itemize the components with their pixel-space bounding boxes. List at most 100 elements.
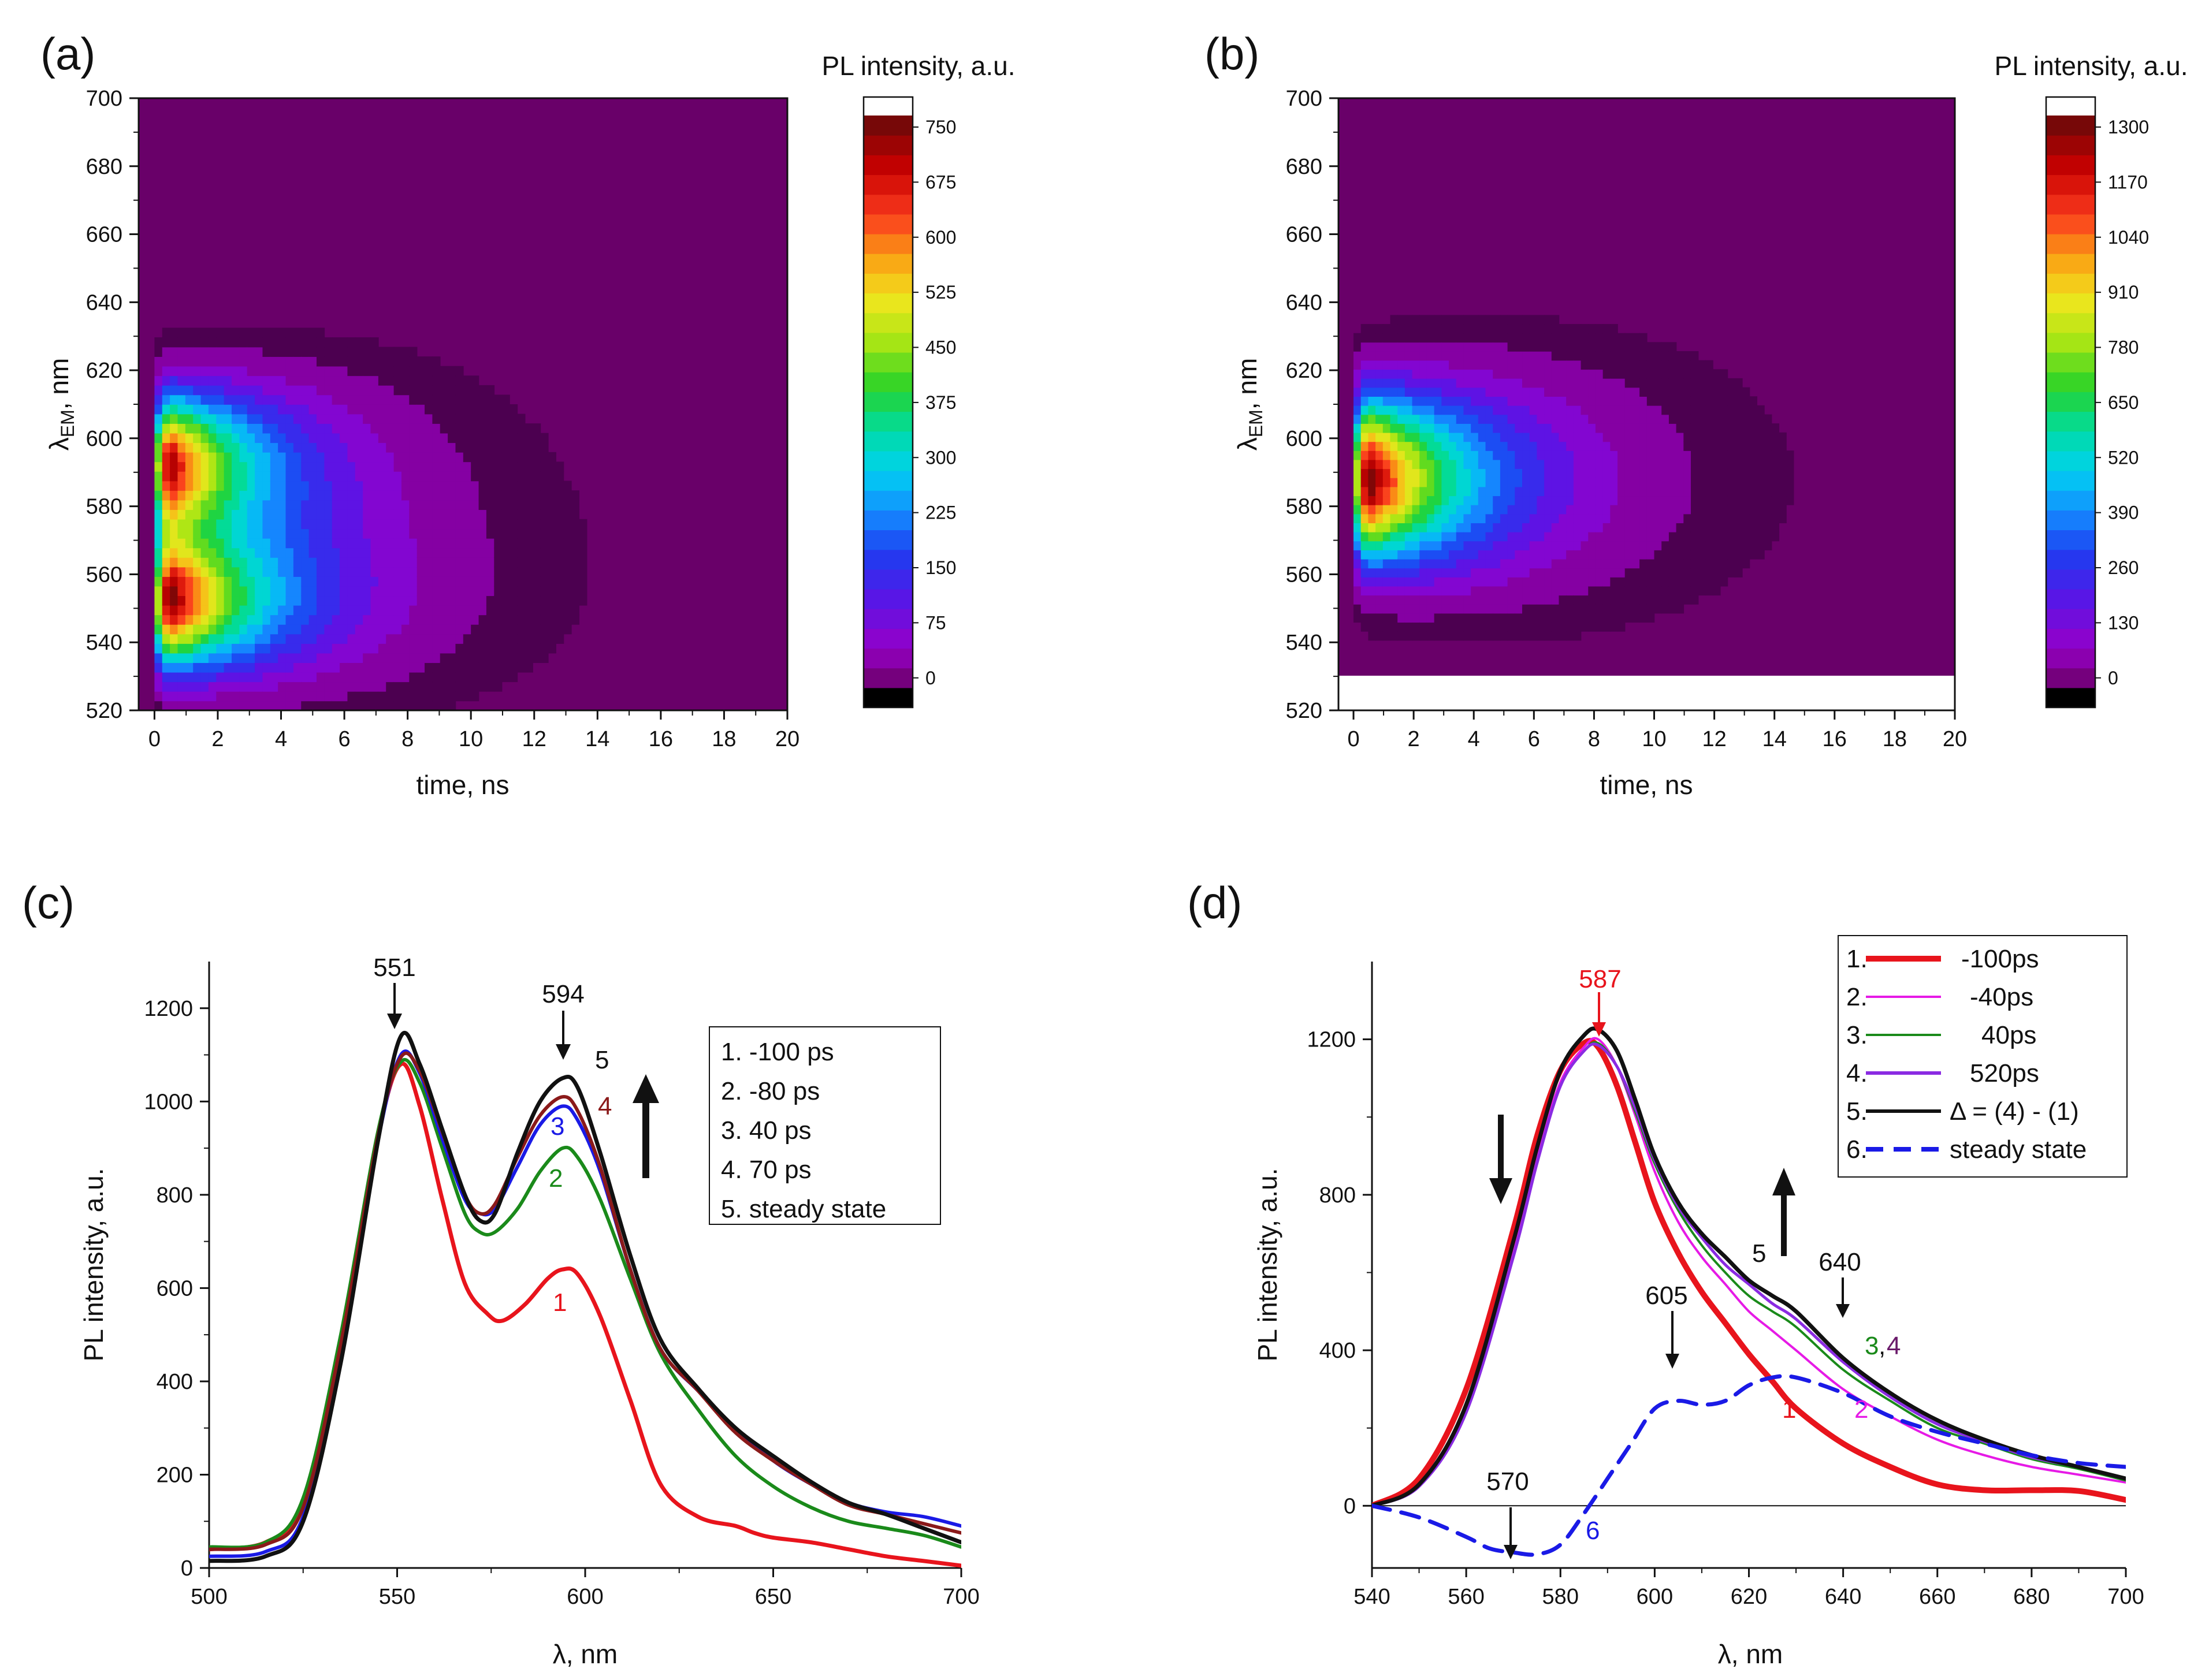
heatmap-cell [324, 557, 333, 568]
heatmap-cell [1654, 558, 1663, 569]
heatmap-cell [1522, 333, 1530, 343]
heatmap-cell [1654, 351, 1663, 361]
heatmap-cell [1463, 531, 1471, 542]
heatmap-cell [1705, 541, 1713, 550]
heatmap-cell [1434, 558, 1442, 569]
heatmap-cell [448, 490, 456, 501]
heatmap-cell [1426, 324, 1435, 334]
heatmap-cell [1639, 496, 1648, 505]
heatmap-cell [1368, 459, 1376, 470]
heatmap-cell [425, 547, 433, 558]
heatmap-cell [1771, 432, 1780, 442]
heatmap-cell [293, 701, 302, 710]
heatmap-cell [1551, 586, 1560, 596]
heatmap-cell [1654, 513, 1663, 523]
colorbar-tick-label: 390 [2108, 502, 2139, 523]
heatmap-cell [425, 442, 433, 453]
heatmap-cell [340, 547, 348, 558]
heatmap-cell [417, 557, 425, 568]
heatmap-cell [1566, 441, 1574, 451]
heatmap-cell [533, 461, 541, 472]
heatmap-cell [270, 433, 278, 444]
heatmap-cell [1515, 586, 1523, 596]
heatmap-cell [1705, 468, 1713, 478]
heatmap-cell [1515, 360, 1523, 370]
heatmap-cell [1595, 613, 1604, 623]
heatmap-cell [1463, 513, 1471, 523]
y-tick-label: 540 [86, 631, 122, 655]
heatmap-cell [262, 471, 271, 482]
heatmap-cell [501, 643, 510, 654]
heatmap-cell [1639, 604, 1648, 614]
heatmap-cell [1764, 504, 1772, 515]
heatmap-cell [247, 490, 255, 501]
heatmap-cell [1742, 523, 1750, 532]
heatmap-cell [1720, 496, 1728, 505]
heatmap-cell [1676, 513, 1684, 523]
heatmap-cell [1720, 486, 1728, 497]
heatmap-cell [425, 375, 433, 386]
x-tick-label: 2 [1408, 727, 1420, 751]
heatmap-cell [1573, 414, 1582, 424]
heatmap-cell [355, 595, 363, 606]
heatmap-cell [347, 356, 356, 367]
heatmap-cell [324, 691, 333, 702]
heatmap-cell [1441, 586, 1449, 596]
heatmap-cell [1456, 378, 1464, 388]
heatmap-cell [1360, 468, 1369, 478]
heatmap-cell [1515, 441, 1523, 451]
heatmap-cell [1537, 369, 1545, 379]
heatmap-cell [1382, 468, 1391, 478]
heatmap-cell [1683, 496, 1691, 505]
heatmap-cell [494, 480, 503, 491]
heatmap-cell [1602, 423, 1611, 433]
heatmap-cell [332, 433, 340, 444]
heatmap-cell [324, 452, 333, 463]
heatmap-cell [1449, 568, 1457, 578]
heatmap-cell [1602, 586, 1611, 596]
heatmap-cell [563, 509, 572, 520]
heatmap-cell [208, 327, 217, 338]
heatmap-cell [200, 442, 209, 453]
heatmap-cell [540, 480, 549, 491]
heatmap-cell [517, 452, 526, 463]
heatmap-cell [1368, 613, 1376, 623]
heatmap-cell [417, 433, 425, 444]
heatmap-cell [1713, 550, 1721, 560]
heatmap-cell [1390, 558, 1398, 569]
heatmap-cell [1646, 568, 1655, 578]
heatmap-cell [1397, 360, 1405, 370]
heatmap-cell [1646, 405, 1655, 415]
heatmap-cell [1690, 513, 1699, 523]
heatmap-cell [1441, 568, 1449, 578]
heatmap-cell [1485, 351, 1494, 361]
heatmap-cell [432, 643, 441, 654]
heatmap-cell [1397, 477, 1405, 487]
heatmap-cell [401, 528, 410, 539]
heatmap-cell [170, 528, 179, 539]
heatmap-cell [293, 547, 302, 558]
curve-label-d-4: 4 [1887, 1332, 1901, 1360]
heatmap-cell [1639, 504, 1648, 515]
heatmap-cell [1610, 541, 1618, 550]
heatmap-cell [401, 509, 410, 520]
heatmap-cell [262, 509, 271, 520]
heatmap-cell [440, 375, 448, 386]
heatmap-cell [471, 614, 479, 625]
heatmap-cell [1602, 486, 1611, 497]
heatmap-cell [262, 672, 271, 683]
heatmap-cell [1537, 568, 1545, 578]
colorbar-tick-label: 910 [2108, 282, 2139, 303]
heatmap-cell [285, 624, 294, 635]
heatmap-cell [340, 433, 348, 444]
heatmap-cell [1537, 531, 1545, 542]
heatmap-cell [355, 634, 363, 644]
heatmap-cell [1463, 450, 1471, 460]
heatmap-cell [1654, 541, 1663, 550]
heatmap-cell [455, 519, 464, 530]
x-tick-label: 500 [191, 1585, 227, 1609]
heatmap-cell [278, 701, 287, 710]
heatmap-cell [1456, 450, 1464, 460]
heatmap-cell [347, 404, 356, 415]
heatmap-cell [1602, 504, 1611, 515]
